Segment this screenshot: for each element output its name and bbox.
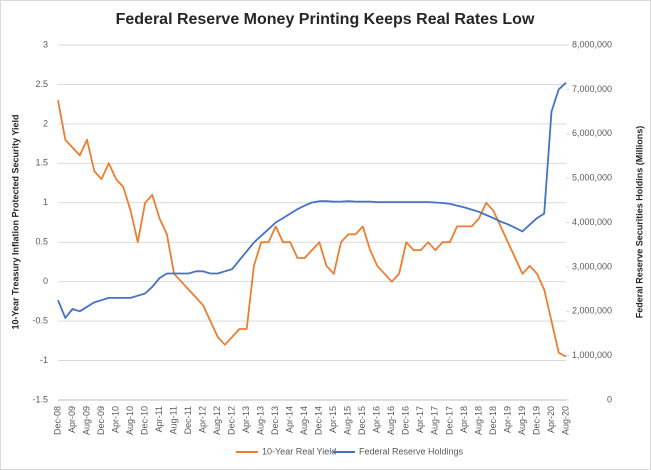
y2-axis-title: Federal Reserve Securities Holdins (Mill… (634, 126, 644, 319)
y2-tick-label: 1,000,000 (572, 350, 612, 360)
x-tick-label: Dec-09 (96, 406, 106, 435)
y-tick-label: 2 (43, 118, 48, 128)
y-tick-label: -0.5 (32, 315, 48, 325)
x-tick-label: Dec-18 (488, 406, 498, 435)
y-tick-label: 0.5 (35, 237, 48, 247)
y-tick-label: 2.5 (35, 79, 48, 89)
x-tick-label: Apr-18 (459, 406, 469, 433)
x-tick-label: Apr-16 (372, 406, 382, 433)
x-tick-label: Apr-10 (110, 406, 120, 433)
chart-title: Federal Reserve Money Printing Keeps Rea… (116, 11, 535, 28)
x-tick-label: Aug-18 (473, 406, 483, 435)
y-tick-label: -1.5 (32, 394, 48, 404)
x-tick-label: Aug-13 (256, 406, 266, 435)
legend-label: 10-Year Real Yield (262, 446, 336, 456)
x-tick-label: Aug-16 (386, 406, 396, 435)
x-tick-label: Dec-10 (139, 406, 149, 435)
x-tick-label: Dec-08 (52, 406, 62, 435)
x-tick-label: Apr-09 (67, 406, 77, 433)
x-tick-label: Aug-14 (299, 406, 309, 435)
x-tick-label: Dec-19 (531, 406, 541, 435)
y2-tick-label: 6,000,000 (572, 128, 612, 138)
y-tick-label: 0 (43, 276, 48, 286)
y2-tick-label: 3,000,000 (572, 261, 612, 271)
x-tick-label: Aug-09 (81, 406, 91, 435)
x-tick-label: Apr-13 (241, 406, 251, 433)
x-tick-label: Dec-11 (183, 406, 193, 434)
y2-tick-label: 8,000,000 (572, 39, 612, 49)
x-tick-label: Apr-11 (154, 406, 164, 432)
x-tick-label: Dec-16 (401, 406, 411, 435)
x-tick-label: Aug-10 (125, 406, 135, 435)
x-tick-label: Aug-20 (560, 406, 570, 435)
y-tick-label: 3 (43, 39, 48, 49)
x-tick-label: Apr-17 (415, 406, 425, 433)
y-tick-label: 1 (43, 197, 48, 207)
x-tick-label: Dec-12 (227, 406, 237, 435)
series-line (57, 82, 567, 319)
x-tick-label: Aug-19 (517, 406, 527, 435)
x-tick-label: Aug-15 (343, 406, 353, 435)
y2-tick-label: 0 (607, 394, 612, 404)
x-tick-label: Apr-19 (502, 406, 512, 433)
x-tick-label: Dec-14 (314, 406, 324, 435)
y-tick-label: 1.5 (35, 158, 48, 168)
y-tick-label: -1 (40, 355, 48, 365)
x-tick-label: Aug-12 (212, 406, 222, 435)
x-tick-label: Dec-15 (357, 406, 367, 435)
y2-tick-label: 2,000,000 (572, 306, 612, 316)
y2-tick-label: 7,000,000 (572, 84, 612, 94)
x-tick-label: Aug-17 (430, 406, 440, 435)
x-tick-label: Aug-11 (168, 406, 178, 434)
x-tick-label: Dec-13 (270, 406, 280, 435)
legend-label: Federal Reserve Holdings (359, 446, 464, 456)
x-tick-label: Apr-20 (546, 406, 556, 433)
x-tick-label: Dec-17 (444, 406, 454, 435)
y2-tick-label: 5,000,000 (572, 173, 612, 183)
x-tick-label: Apr-12 (198, 406, 208, 433)
y2-tick-label: 4,000,000 (572, 217, 612, 227)
x-tick-label: Apr-14 (285, 406, 295, 433)
x-tick-label: Apr-15 (328, 406, 338, 433)
y-axis-title: 10-Year Treasury Inflation Protected Sec… (10, 114, 20, 329)
